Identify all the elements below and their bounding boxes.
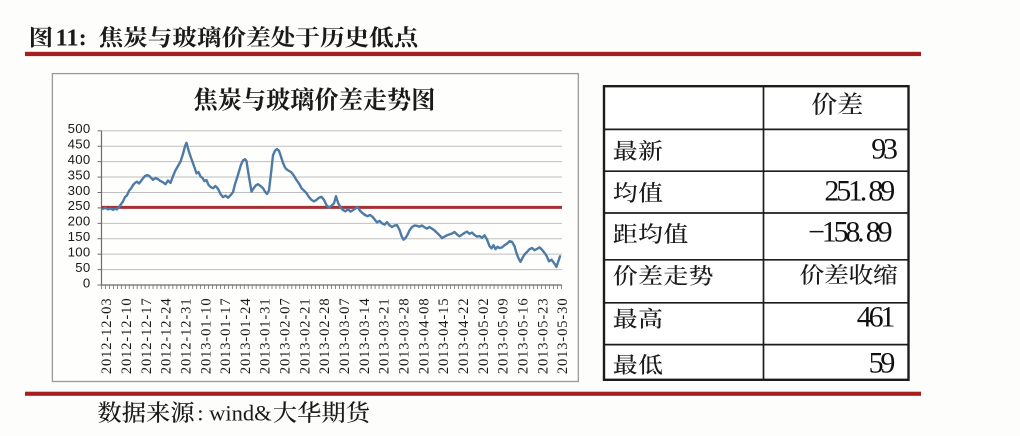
svg-text:2013-02-28: 2013-02-28 [317, 298, 333, 375]
svg-text:2013-01-17: 2013-01-17 [218, 298, 234, 375]
svg-text:2013-03-28: 2013-03-28 [397, 298, 413, 375]
svg-text:59: 59 [869, 346, 895, 379]
svg-text:2012-12-10: 2012-12-10 [119, 298, 135, 375]
svg-text:2013-04-15: 2013-04-15 [436, 298, 452, 375]
svg-text:2012-12-24: 2012-12-24 [159, 298, 175, 375]
svg-text:400: 400 [68, 152, 91, 167]
svg-text:50: 50 [75, 260, 90, 275]
svg-text:450: 450 [68, 137, 91, 152]
svg-text:200: 200 [68, 214, 91, 229]
svg-text:2013-01-31: 2013-01-31 [258, 298, 274, 375]
svg-text:2013-02-07: 2013-02-07 [278, 298, 294, 375]
svg-text:250: 250 [68, 198, 91, 213]
svg-text:251. 89: 251. 89 [824, 174, 894, 207]
svg-text:0: 0 [83, 275, 91, 290]
svg-text:2013-03-07: 2013-03-07 [337, 298, 353, 375]
svg-text:2013-01-24: 2013-01-24 [238, 298, 254, 375]
svg-text:2013-03-21: 2013-03-21 [377, 298, 393, 375]
svg-text:300: 300 [68, 183, 91, 198]
svg-text:100: 100 [68, 244, 91, 259]
svg-text:150: 150 [68, 229, 91, 244]
svg-text:2013-01-10: 2013-01-10 [198, 298, 214, 375]
svg-text:2013-05-30: 2013-05-30 [555, 298, 571, 375]
svg-text:2013-05-02: 2013-05-02 [476, 298, 492, 375]
svg-text:2013-03-14: 2013-03-14 [357, 298, 373, 375]
svg-text:350: 350 [68, 167, 91, 182]
svg-text:2012-12-03: 2012-12-03 [99, 298, 115, 375]
svg-text:2013-04-08: 2013-04-08 [416, 298, 432, 375]
svg-text:−158. 89: −158. 89 [808, 216, 892, 249]
svg-text:500: 500 [68, 121, 91, 136]
svg-text:2013-04-22: 2013-04-22 [456, 298, 472, 375]
svg-text:461: 461 [857, 300, 895, 333]
svg-text:2013-05-09: 2013-05-09 [496, 298, 512, 375]
svg-text:2013-05-23: 2013-05-23 [535, 298, 551, 375]
svg-text:11:: 11: [56, 25, 87, 52]
svg-text:2013-05-16: 2013-05-16 [516, 298, 532, 375]
svg-text:2012-12-17: 2012-12-17 [139, 298, 155, 375]
svg-text:2012-12-31: 2012-12-31 [178, 298, 194, 375]
svg-text:2013-02-21: 2013-02-21 [297, 298, 313, 375]
svg-text:: wind&: : wind& [197, 401, 272, 426]
svg-text:93: 93 [871, 132, 897, 165]
